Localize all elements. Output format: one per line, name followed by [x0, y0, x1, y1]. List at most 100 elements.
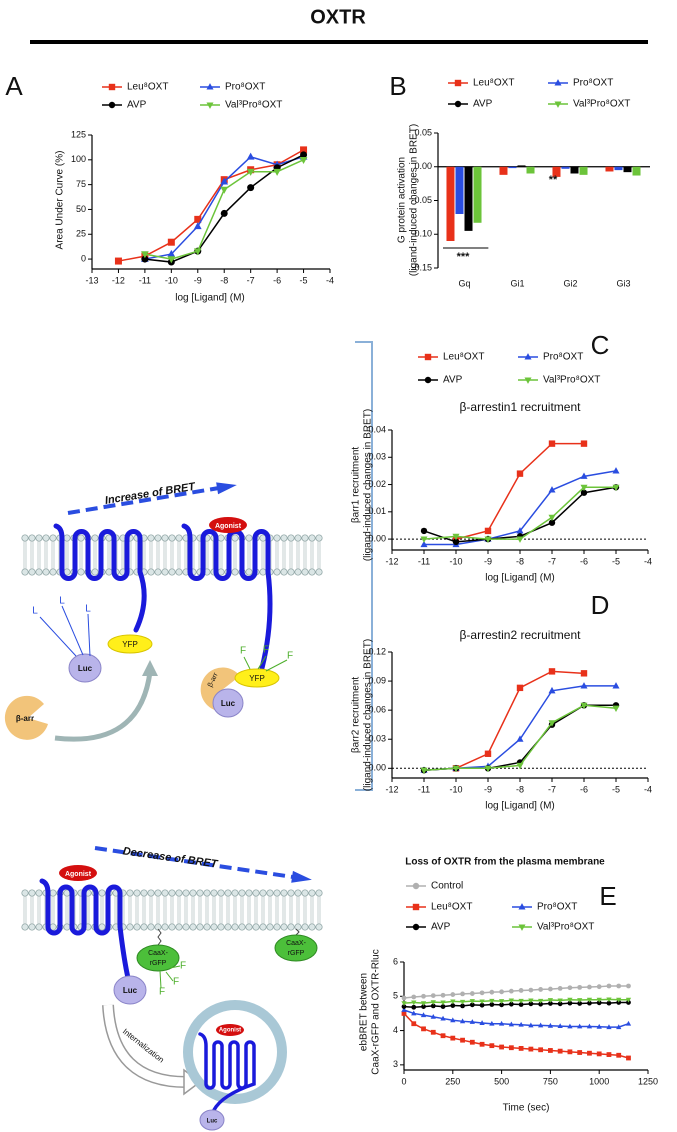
data-point [547, 998, 554, 1003]
data-point [420, 1012, 427, 1018]
lipid-head [217, 923, 225, 931]
lipid-head [91, 534, 99, 542]
data-point [401, 1001, 407, 1007]
lipid-head [301, 568, 309, 576]
lipid-head [154, 534, 162, 542]
lipid-head [210, 889, 218, 897]
lipid-head [147, 534, 155, 542]
data-point [220, 209, 228, 217]
lipid-head [168, 534, 176, 542]
legend-label: Val³Pro⁸OXT [573, 99, 630, 110]
y-tick-label: 0.04 [368, 424, 386, 434]
lipid-head [252, 889, 260, 897]
x-tick-label: -5 [300, 275, 308, 285]
legend-label: Leu⁸OXT [473, 78, 514, 89]
legend-label: Leu⁸OXT [431, 902, 472, 913]
legend-marker [424, 353, 432, 361]
data-point [401, 1007, 407, 1012]
data-point [479, 999, 485, 1005]
data-point [421, 1004, 426, 1009]
bar [632, 166, 641, 176]
lipid-head [203, 923, 211, 931]
lipid-head [231, 568, 239, 576]
data-point [246, 152, 255, 160]
anchor [157, 928, 162, 946]
lipid-head [217, 889, 225, 897]
lipid-head [266, 889, 274, 897]
series-line [403, 1001, 629, 1009]
legend-marker [524, 377, 532, 384]
data-point [489, 1043, 495, 1049]
bar [455, 166, 464, 214]
lipid-head [28, 889, 36, 897]
data-point [508, 1021, 514, 1027]
lipid-head [147, 889, 155, 897]
data-point [606, 1024, 612, 1030]
yfp [234, 668, 280, 688]
data-point [141, 251, 149, 259]
x-tick-label: -8 [516, 556, 524, 566]
data-point [450, 1003, 456, 1008]
data-point [460, 1003, 465, 1009]
luc-label: Luc [221, 699, 236, 708]
y-tick-label: 6 [393, 956, 398, 966]
x-tick-label: Gq [458, 278, 470, 288]
y-tick-label: 0.03 [368, 452, 386, 462]
data-point [430, 1003, 436, 1009]
lipid-head [168, 568, 176, 576]
data-point [518, 1002, 524, 1007]
lipid-head [273, 923, 281, 931]
data-point [469, 1002, 475, 1008]
data-point [450, 1017, 456, 1023]
data-point [499, 989, 504, 995]
legend-marker [412, 903, 420, 911]
x-tick-label: -12 [385, 784, 398, 794]
data-point [567, 1049, 573, 1055]
data-point [194, 215, 202, 223]
lipid-head [231, 534, 239, 542]
lipid-head [21, 923, 29, 931]
legend-label: Pro⁸OXT [225, 82, 265, 93]
data-point [459, 1018, 466, 1024]
legend-marker [554, 101, 562, 108]
lipid-head [231, 889, 239, 897]
lipid-head [280, 534, 288, 542]
data-point [499, 1044, 504, 1050]
x-tick-label: -11 [139, 275, 151, 285]
lipid-head [28, 534, 36, 542]
data-point [247, 184, 255, 192]
legend-marker [108, 83, 116, 91]
data-point [587, 1000, 592, 1006]
recruit-arrow [54, 671, 153, 742]
lipid-head [301, 923, 309, 931]
data-point [616, 997, 622, 1003]
x-tick-label: -9 [194, 275, 202, 285]
lipid-head [77, 534, 85, 542]
data-point [499, 1002, 504, 1008]
x-tick-label: -8 [220, 275, 228, 285]
x-tick-label: -10 [165, 275, 178, 285]
data-point [489, 1002, 495, 1007]
lipid-head [98, 923, 106, 931]
data-point [567, 985, 573, 991]
x-tick-label: -9 [484, 556, 492, 566]
y-tick-label: 25 [76, 229, 86, 239]
legend-marker [524, 353, 532, 360]
receptor [181, 523, 273, 671]
legend-marker [206, 102, 214, 109]
x-axis-label: Time (sec) [503, 1103, 550, 1114]
yfp-label: YFP [249, 674, 265, 683]
lipid-head [133, 923, 141, 931]
l-label: L [59, 596, 65, 607]
lipid-head [315, 889, 323, 897]
x-tick-label: Gi1 [510, 278, 524, 288]
data-point [528, 1046, 534, 1052]
lipid-head [210, 923, 218, 931]
anchor [295, 928, 300, 936]
x-tick-label: -6 [580, 556, 588, 566]
legend-label: AVP [127, 100, 147, 111]
caax-label: rGFP [150, 960, 167, 967]
data-point [586, 997, 593, 1003]
lipid-head [315, 923, 323, 931]
lipid-head [259, 889, 267, 897]
